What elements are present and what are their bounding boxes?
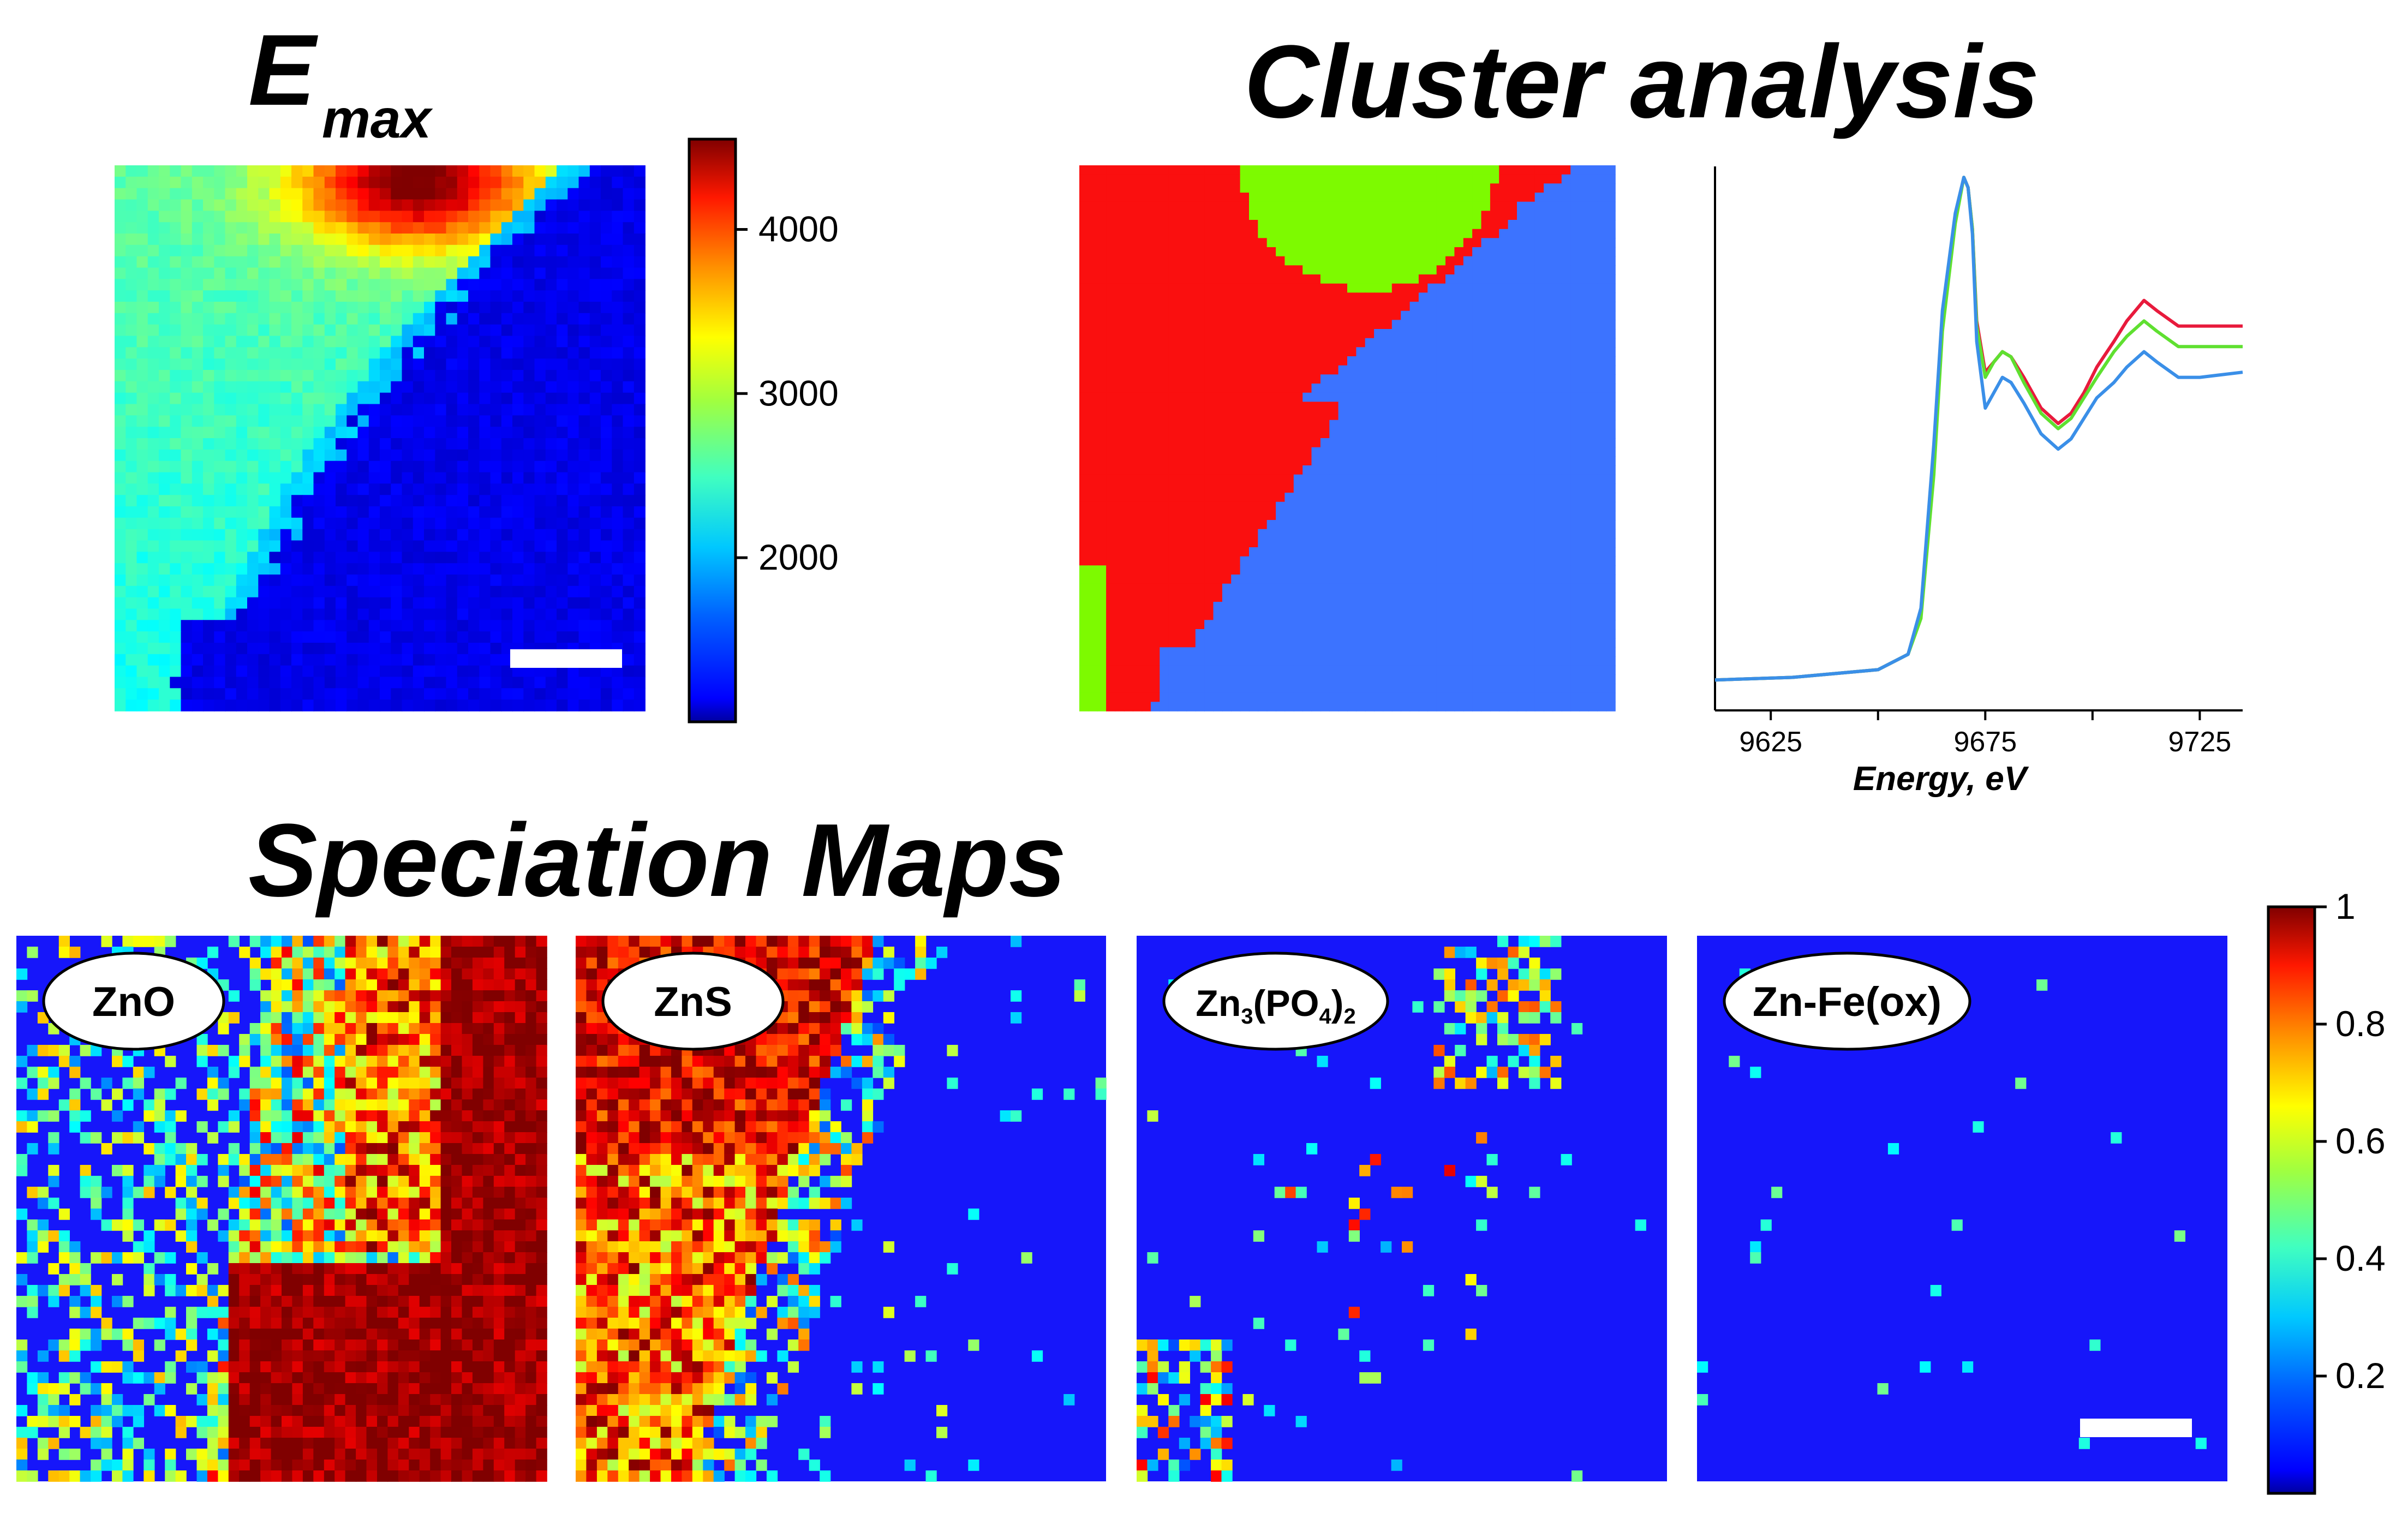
speciation-colorbar-tick-label: 0.6 bbox=[2335, 1121, 2386, 1161]
speciation-title: Speciation Maps bbox=[248, 803, 1066, 918]
speciation-colorbar-tick-label: 0.4 bbox=[2335, 1238, 2386, 1278]
speciation-colorbar-tick-label: 1 bbox=[2335, 886, 2356, 926]
speciation-colorbar-tick-label: 0.2 bbox=[2335, 1355, 2386, 1396]
spectrum-line-3 bbox=[1714, 176, 2243, 682]
panel-label-bubble bbox=[1723, 952, 1971, 1051]
panel-label: ZnO bbox=[92, 979, 175, 1025]
cluster-map bbox=[1079, 165, 1616, 711]
emax-colorbar-tick-label: 3000 bbox=[758, 373, 839, 413]
panel-label: ZnS bbox=[654, 979, 732, 1025]
speciation-panel-4: Zn-Fe(ox) bbox=[1697, 936, 2227, 1481]
speciation-scale-bar bbox=[2080, 1419, 2192, 1437]
emax-colorbar-tick-label: 2000 bbox=[758, 537, 839, 577]
speciation-colorbar: 1 0.8 0.6 0.4 0.2 bbox=[2267, 886, 2386, 1495]
panel-label: Zn3(PO4)2 bbox=[1196, 983, 1355, 1028]
speciation-colorbar-tick-label: 0.8 bbox=[2335, 1003, 2386, 1044]
cluster-spectra-plot: 9625 9675 9725 Energy, eV bbox=[1714, 166, 2243, 798]
speciation-panel-2: ZnS bbox=[576, 936, 1107, 1482]
panel-label-bubble bbox=[1162, 952, 1389, 1051]
emax-colorbar-tick-label: 4000 bbox=[758, 208, 839, 249]
spectra-x-tick-label: 9675 bbox=[1953, 726, 2017, 758]
spectra-x-axis-label: Energy, eV bbox=[1853, 760, 2029, 798]
panel-label-bubble bbox=[601, 952, 785, 1051]
emax-scale-bar bbox=[510, 649, 622, 668]
emax-colorbar: 4000 3000 2000 bbox=[688, 137, 839, 723]
spectra-x-tick-label: 9725 bbox=[2168, 726, 2232, 758]
cluster-title: Cluster analysis bbox=[1244, 24, 2039, 140]
panel-label: Zn-Fe(ox) bbox=[1753, 979, 1941, 1025]
spectra-x-tick-label: 9625 bbox=[1739, 726, 1802, 758]
spectrum-line-2 bbox=[1714, 176, 2243, 682]
spectrum-line-1 bbox=[1714, 176, 2243, 682]
emax-heatmap bbox=[115, 165, 646, 711]
speciation-panel-3: Zn3(PO4)2 bbox=[1137, 936, 1667, 1482]
emax-title: E bbox=[248, 14, 318, 127]
speciation-panel-1: ZnO bbox=[16, 936, 547, 1482]
emax-title-subscript: max bbox=[322, 88, 433, 149]
panel-label-bubble bbox=[42, 952, 225, 1051]
speciation-maps: ZnO ZnS Zn3(PO4)2 Zn-Fe(ox) bbox=[16, 936, 2227, 1482]
